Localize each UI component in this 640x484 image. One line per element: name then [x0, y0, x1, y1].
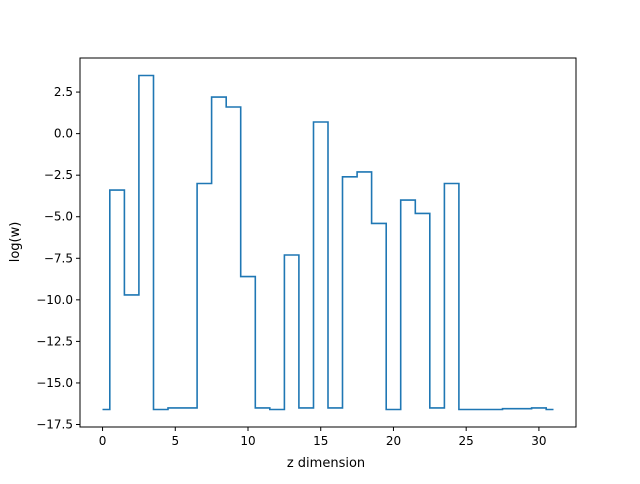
x-axis-ticks: 0 5 10 15 20 25 30	[99, 427, 547, 448]
y-tick-label: −10.0	[36, 293, 73, 307]
series-line	[102, 74, 554, 411]
plot-area	[79, 57, 577, 428]
y-axis-ticks: 2.5 0.0 −2.5 −5.0 −7.5 −10.0 −12.5 −15.0 −17.5	[36, 85, 80, 432]
y-tick-label: −15.0	[36, 376, 73, 390]
y-tick-label: 0.0	[54, 127, 73, 141]
x-tick-label: 5	[171, 434, 179, 448]
y-tick-label: −12.5	[36, 334, 73, 348]
y-axis-label: log(w)	[8, 222, 23, 263]
y-tick-label: −2.5	[44, 168, 73, 182]
y-tick-label: −7.5	[44, 251, 73, 265]
x-tick-label: 25	[459, 434, 474, 448]
y-tick-label: −17.5	[36, 418, 73, 432]
axes-frame	[79, 57, 577, 428]
x-axis-label: z dimension	[287, 456, 365, 471]
y-tick-label: −5.0	[44, 210, 73, 224]
x-tick-label: 15	[313, 434, 328, 448]
x-tick-label: 0	[99, 434, 107, 448]
x-tick-label: 10	[240, 434, 255, 448]
x-tick-label: 20	[386, 434, 401, 448]
x-tick-label: 30	[531, 434, 546, 448]
y-tick-label: 2.5	[54, 85, 73, 99]
